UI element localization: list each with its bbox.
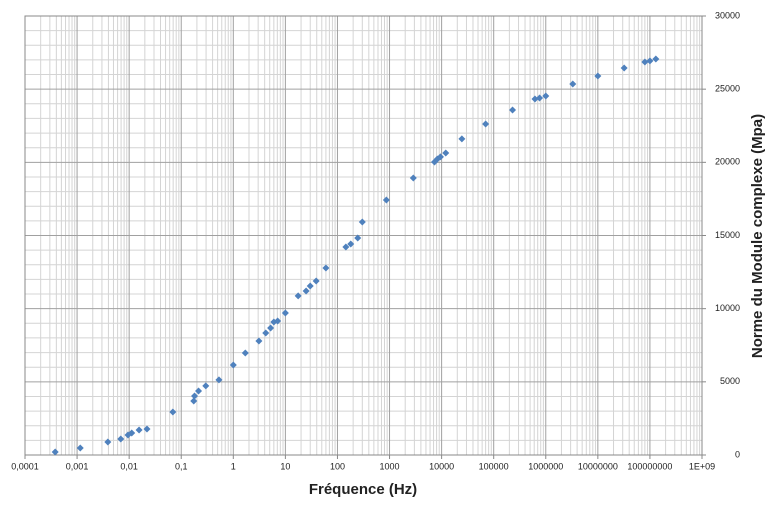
y-tick-label: 0: [735, 449, 740, 459]
y-tick-label: 25000: [715, 84, 740, 94]
point: [135, 426, 143, 434]
y-tick-label: 10000: [715, 303, 740, 313]
point: [274, 317, 282, 325]
x-tick-label: 0,1: [175, 461, 188, 471]
x-tick-label: 0,0001: [11, 461, 39, 471]
point: [569, 80, 577, 88]
x-tick-label: 10000000: [578, 461, 618, 471]
point: [195, 387, 203, 395]
x-tick-label: 1000: [380, 461, 400, 471]
x-tick-label: 100000000: [627, 461, 672, 471]
point: [294, 292, 302, 300]
point: [202, 382, 210, 390]
point: [229, 361, 237, 369]
point: [117, 435, 125, 443]
point: [354, 234, 362, 242]
point: [281, 309, 289, 317]
y-axis-title: Norme du Module complexe (Mpa): [749, 114, 765, 358]
x-tick-label: 1E+09: [689, 461, 715, 471]
point: [128, 429, 136, 437]
y-tick-label: 5000: [720, 376, 740, 386]
point: [536, 94, 544, 102]
point: [302, 287, 310, 295]
point: [190, 397, 198, 405]
point: [458, 135, 466, 143]
point: [76, 444, 84, 452]
point: [382, 196, 390, 204]
point: [409, 174, 417, 182]
point: [255, 337, 263, 345]
point: [262, 329, 270, 337]
y-tick-label: 20000: [715, 157, 740, 167]
point: [542, 92, 550, 100]
point: [215, 376, 223, 384]
point: [358, 218, 366, 226]
point: [191, 392, 199, 400]
x-tick-label: 10: [280, 461, 290, 471]
point: [594, 72, 602, 80]
y-tick-label: 30000: [715, 10, 740, 20]
x-tick-label: 100: [330, 461, 345, 471]
x-tick-label: 0,01: [120, 461, 138, 471]
point: [482, 120, 490, 128]
point: [104, 438, 112, 446]
point: [306, 282, 314, 290]
point: [143, 425, 151, 433]
point: [312, 277, 320, 285]
point: [620, 64, 628, 72]
y-tick-label: 15000: [715, 230, 740, 240]
x-tick-label: 1: [231, 461, 236, 471]
point: [531, 95, 539, 103]
point: [641, 58, 649, 66]
x-axis-title: Fréquence (Hz): [309, 481, 417, 498]
x-tick-label: 10000: [429, 461, 454, 471]
point: [646, 57, 654, 65]
point: [347, 240, 355, 248]
point: [509, 106, 517, 114]
point: [652, 55, 660, 63]
point: [51, 448, 59, 456]
x-tick-label: 1000000: [528, 461, 563, 471]
point: [322, 264, 330, 272]
x-tick-label: 0,001: [66, 461, 89, 471]
point: [267, 324, 275, 332]
x-tick-label: 100000: [479, 461, 509, 471]
point: [436, 153, 444, 161]
point: [442, 149, 450, 157]
plot-border: [24, 15, 703, 456]
point: [342, 243, 350, 251]
point: [169, 408, 177, 416]
point: [241, 349, 249, 357]
